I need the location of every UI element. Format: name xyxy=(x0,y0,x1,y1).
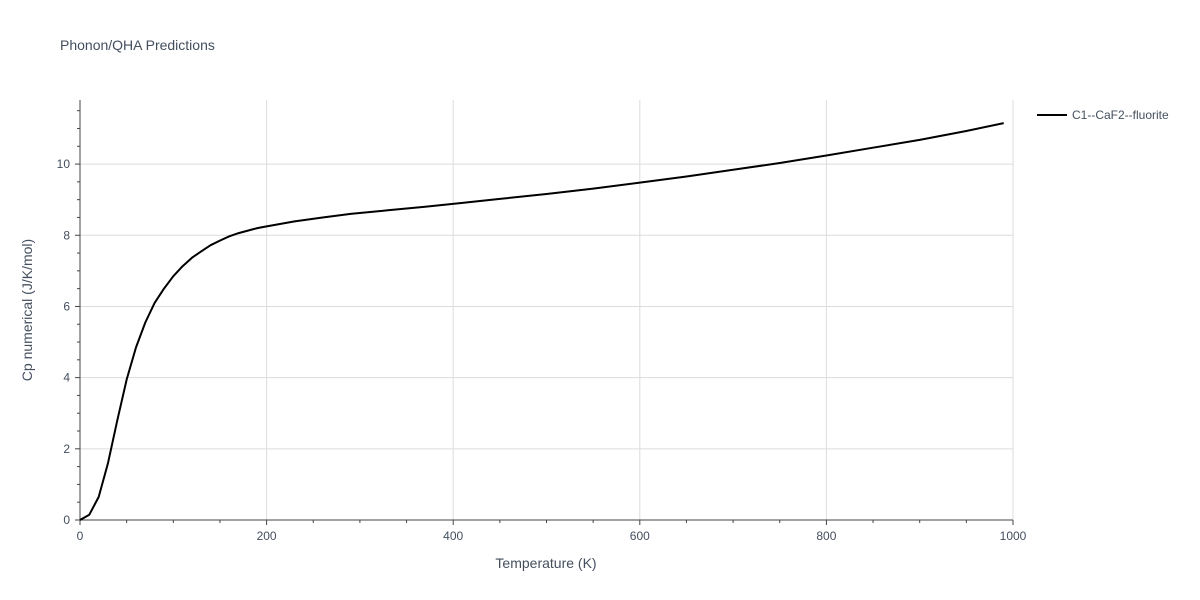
tick-labels: 0 200 400 600 800 1000 0 2 4 6 8 10 xyxy=(57,157,1027,543)
legend-label: C1--CaF2--fluorite xyxy=(1072,108,1169,122)
y-tick-label: 2 xyxy=(63,442,70,456)
y-tick-label: 10 xyxy=(57,157,71,171)
x-tick-label: 200 xyxy=(257,529,277,543)
y-axis-title: Cp numerical (J/K/mol) xyxy=(19,239,35,381)
plot-area xyxy=(79,122,1004,521)
x-tick-label: 1000 xyxy=(1000,529,1027,543)
axes xyxy=(75,100,1014,525)
legend[interactable]: C1--CaF2--fluorite xyxy=(1037,108,1169,122)
grid xyxy=(80,100,1014,520)
chart-title: Phonon/QHA Predictions xyxy=(60,37,215,53)
x-tick-label: 600 xyxy=(630,529,650,543)
x-axis-title: Temperature (K) xyxy=(495,555,596,571)
y-tick-label: 8 xyxy=(63,228,70,242)
x-tick-label: 800 xyxy=(816,529,836,543)
y-tick-label: 6 xyxy=(63,299,70,313)
series-line xyxy=(79,122,1004,521)
x-tick-label: 400 xyxy=(443,529,463,543)
y-tick-label: 0 xyxy=(63,513,70,527)
x-tick-label: 0 xyxy=(77,529,84,543)
y-tick-label: 4 xyxy=(63,371,70,385)
